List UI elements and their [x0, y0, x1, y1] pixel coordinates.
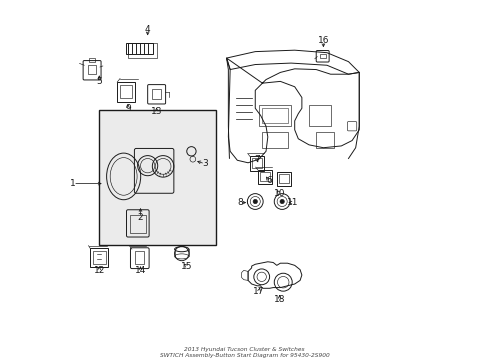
Text: 18: 18 — [273, 294, 285, 303]
Bar — [261, 108, 287, 123]
Text: 15: 15 — [181, 262, 192, 271]
Text: 11: 11 — [286, 198, 298, 207]
Bar — [257, 170, 271, 184]
Bar — [276, 172, 290, 186]
Bar — [319, 54, 325, 58]
Bar — [135, 251, 144, 264]
Bar — [258, 105, 290, 126]
Bar — [130, 215, 145, 233]
Circle shape — [280, 199, 284, 204]
Text: 2: 2 — [138, 213, 143, 222]
Text: 16: 16 — [317, 36, 328, 45]
Bar — [90, 248, 108, 267]
Text: 5: 5 — [96, 77, 102, 86]
Text: 17: 17 — [253, 287, 264, 296]
Text: 13: 13 — [151, 107, 162, 116]
Text: 9: 9 — [125, 104, 131, 113]
Bar — [88, 65, 96, 74]
Text: 1: 1 — [70, 179, 76, 188]
Text: 14: 14 — [135, 266, 146, 275]
Text: 2013 Hyundai Tucson Cluster & Switches
SWTICH Assembly-Button Start Diagram for : 2013 Hyundai Tucson Cluster & Switches S… — [159, 347, 329, 358]
Circle shape — [253, 199, 257, 204]
Bar — [316, 132, 333, 148]
Text: 3: 3 — [202, 159, 207, 168]
Bar — [120, 85, 132, 98]
Text: 6: 6 — [265, 176, 271, 185]
Bar — [252, 158, 261, 168]
Bar — [279, 174, 288, 183]
Bar — [89, 58, 95, 62]
Bar — [126, 43, 153, 54]
Bar — [249, 156, 264, 171]
Bar — [93, 251, 105, 264]
Bar — [117, 82, 135, 102]
Text: 7: 7 — [254, 155, 260, 164]
Text: 10: 10 — [273, 189, 285, 198]
Bar — [308, 105, 330, 126]
Bar — [99, 110, 215, 244]
Text: 4: 4 — [144, 25, 150, 34]
Text: 12: 12 — [93, 266, 105, 275]
Bar — [262, 132, 287, 148]
Text: 8: 8 — [237, 198, 243, 207]
Bar — [127, 43, 157, 58]
Bar — [260, 172, 269, 181]
Bar — [152, 89, 161, 99]
